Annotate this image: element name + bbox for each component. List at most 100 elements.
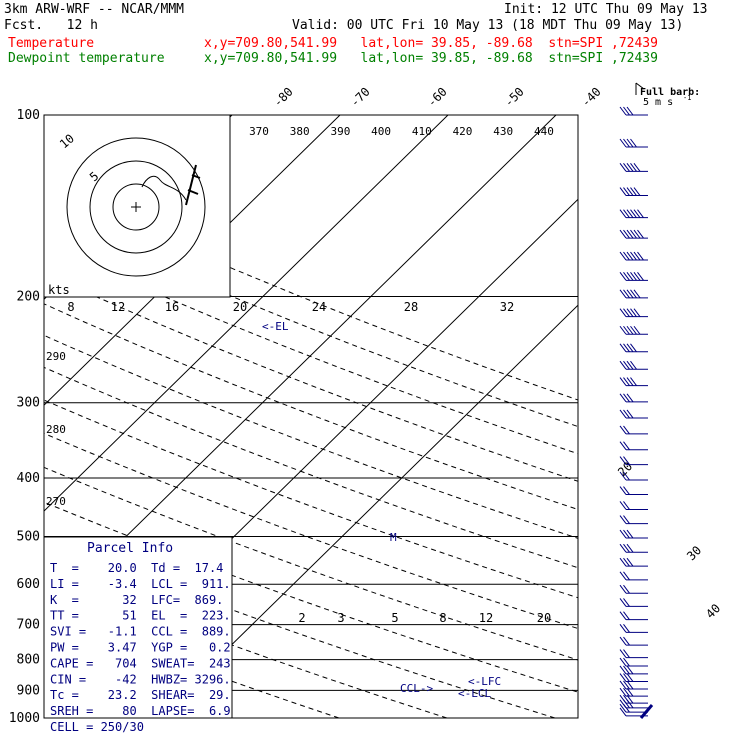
lfc-label: <-LFC	[468, 675, 501, 688]
wind-barb-flag	[626, 229, 634, 239]
wind-barb-flag	[623, 486, 630, 495]
wind-barb-flag	[619, 665, 627, 675]
parcel-info-row: TT = 51 EL = 223.	[50, 609, 231, 623]
dry-adiabat-line	[44, 573, 448, 718]
mixing-ratio-label: 2	[298, 611, 305, 625]
mixing-ratio-label: 20	[537, 611, 551, 625]
wind-barb-flag	[623, 409, 630, 419]
isotherm-label: -70	[348, 85, 373, 110]
parcel-info-row: K = 32 LFC= 869.	[50, 593, 223, 607]
wind-barb-flag	[630, 325, 637, 335]
wind-barb-flag	[626, 308, 634, 317]
wind-barb-flag	[630, 138, 637, 148]
wind-barb-flag	[633, 272, 641, 281]
forecast-hour: Fcst. 12 h	[4, 18, 98, 33]
wind-barb-flag	[623, 529, 630, 539]
theta-e-label: 400	[371, 125, 391, 138]
wind-barb-flag	[637, 251, 644, 261]
wind-barb-flag	[633, 187, 641, 196]
dry-adiabat-line	[44, 432, 578, 630]
wind-barb-flag	[630, 289, 637, 299]
hodograph-axis-label: 20	[233, 300, 247, 314]
wind-barb-flag	[623, 425, 630, 435]
wind-barb-flag	[623, 229, 630, 239]
dry-adiabat-line	[44, 334, 578, 539]
wind-barb-flag	[626, 393, 634, 403]
el-label: <-EL	[262, 320, 289, 333]
pressure-tick-label: 500	[17, 529, 40, 544]
wind-key-value: 5 m s	[643, 97, 673, 108]
wind-barb-flag	[630, 308, 637, 317]
wind-barb-flag	[633, 229, 641, 239]
wind-barb-flag	[619, 308, 627, 317]
init-time: Init: 12 UTC Thu 09 May 13	[504, 2, 708, 17]
wind-barb-flag	[619, 471, 627, 481]
dry-adiabat-line	[44, 366, 578, 569]
wind-barb-flag	[619, 649, 627, 658]
wind-barb-flag	[626, 673, 634, 682]
wind-barb-flag	[623, 571, 630, 581]
wind-barb-flag	[619, 515, 627, 524]
dewpoint-legend: Dewpoint temperature	[8, 51, 165, 66]
wind-barb-flag	[626, 106, 634, 116]
dry-adiabat-line	[44, 212, 578, 428]
wind-barb-flag	[623, 289, 630, 299]
pressure-tick-label: 600	[17, 577, 40, 592]
wind-barb-flag	[623, 598, 630, 607]
dry-adiabat-line	[44, 182, 578, 401]
wind-barb-flag	[619, 657, 627, 667]
parcel-info-title: Parcel Info	[87, 541, 173, 556]
wind-key-barb	[635, 82, 645, 90]
wind-barb-flag	[626, 694, 634, 704]
wind-barb-flag	[623, 343, 630, 353]
wind-barb-flag	[619, 456, 627, 465]
wind-barb-flag	[623, 456, 630, 465]
wind-barb-flag	[630, 229, 637, 239]
m-label: M	[390, 531, 397, 544]
wind-barb-flag	[623, 680, 630, 690]
wind-barb-flag	[630, 187, 637, 196]
wind-barb-flag	[619, 325, 627, 335]
wind-barb-flag	[623, 325, 630, 335]
wind-barb-flag	[626, 360, 634, 370]
wind-barb-flag	[619, 624, 627, 633]
isotherm-label: -60	[425, 85, 450, 110]
wind-barb-flag	[619, 393, 627, 403]
wind-barb-flag	[619, 272, 627, 281]
wind-barb-flag	[623, 665, 630, 675]
lcl-label: <-LCL	[458, 687, 491, 700]
ccl-label: CCL->	[400, 682, 433, 695]
wind-barb-flag	[633, 163, 641, 172]
wind-barb-flag	[633, 325, 641, 335]
wind-barb-flag	[626, 687, 634, 697]
wind-barb-flag	[619, 636, 627, 646]
hodograph-box	[43, 114, 231, 298]
wind-barb-flag	[623, 515, 630, 524]
wind-key-exponent: -1	[683, 94, 691, 102]
wind-barb-flag	[623, 649, 630, 658]
wind-barb-flag	[626, 138, 634, 148]
dry-adiabat-line	[44, 303, 578, 511]
wind-barb-flag	[623, 471, 630, 481]
parcel-info-row: SVI = -1.1 CCL = 889.	[50, 625, 231, 639]
wind-barb-flag	[637, 209, 644, 218]
wind-barb-flag	[619, 598, 627, 607]
wind-barb-flag	[630, 343, 637, 353]
wind-barb-flag	[623, 106, 630, 116]
wind-barb-flag	[637, 272, 644, 281]
wind-barb-flag	[619, 529, 627, 539]
wind-barb-flag	[619, 163, 627, 172]
wind-barb-flag	[623, 272, 630, 281]
wind-barb-flag	[633, 289, 641, 299]
mixing-ratio-label: 8	[439, 611, 446, 625]
wind-barb-flag	[626, 557, 634, 567]
pressure-tick-label: 900	[17, 683, 40, 698]
wind-barb-flag	[637, 229, 644, 239]
theta-e-label: 440	[534, 125, 554, 138]
mixing-ratio-label: 3	[337, 611, 344, 625]
wind-barb-flag	[626, 187, 634, 196]
wind-barb-flag	[619, 557, 627, 567]
wind-barb-flag	[626, 163, 634, 172]
hodograph-ring-5	[112, 183, 160, 231]
